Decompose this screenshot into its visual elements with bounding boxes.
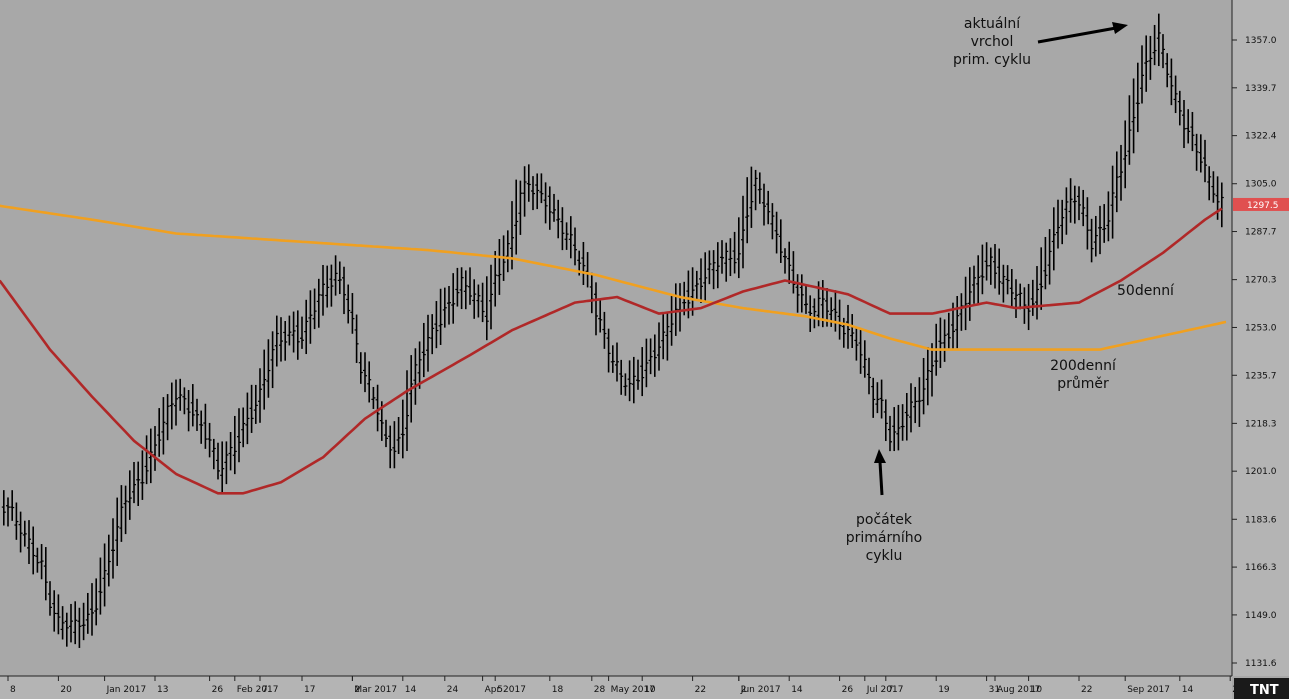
cycle-start-arrow-head — [874, 449, 886, 463]
y-tick-label: 1166.3 — [1245, 563, 1277, 573]
last-price-tag-background — [1233, 197, 1289, 211]
cycle-start-arrow — [878, 461, 884, 496]
x-tick-label: Jul 2017 — [866, 685, 904, 695]
y-tick-label: 1131.6 — [1245, 659, 1277, 669]
y-tick-label: 1201.0 — [1245, 467, 1277, 477]
logo-background — [1234, 678, 1289, 699]
x-tick-label: 22 — [695, 685, 706, 695]
y-tick-label: 1357.0 — [1245, 36, 1277, 46]
x-tick-label: Feb 2017 — [237, 685, 279, 695]
ma200-label-line-1: 200denní — [1050, 358, 1117, 374]
cycle-start-annotation: počátek primárního cyklu — [846, 449, 922, 564]
x-axis-panel — [0, 675, 1232, 699]
x-tick-label: 31 — [989, 685, 1000, 695]
ma50-line — [0, 207, 1223, 495]
last-price-label: 1297.5 — [1247, 201, 1279, 211]
y-axis-ticks: 1357.0 1339.7 1322.4 1305.0 1287.7 1270.3 1253… — [1232, 36, 1277, 669]
x-axis-background — [0, 676, 1232, 699]
plot-background — [0, 0, 1232, 676]
x-tick-label: 28 — [594, 685, 606, 695]
x-tick-label: 5 — [497, 685, 503, 695]
x-tick-label: 14 — [791, 685, 803, 695]
cycle-start-annotation-line-1: počátek — [856, 512, 913, 528]
cycle-start-annotation-line-3: cyklu — [866, 548, 903, 564]
tnt-logo: TNT — [1234, 678, 1289, 699]
x-tick-label: 7 — [888, 685, 894, 695]
x-tick-label: 18 — [552, 685, 564, 695]
y-tick-label: 1322.4 — [1245, 132, 1277, 142]
x-tick-label: 2 — [354, 685, 360, 695]
x-tick-label: 22 — [1081, 685, 1092, 695]
y-tick-label: 1339.7 — [1245, 84, 1277, 94]
logo-text: TNT — [1250, 683, 1279, 698]
last-price-tag: 1297.5 — [1233, 197, 1289, 211]
y-tick-label: 1305.0 — [1245, 180, 1277, 190]
x-tick-label: Jun 2017 — [740, 685, 781, 695]
ma200-line — [0, 204, 1227, 351]
x-tick-label: 14 — [1182, 685, 1194, 695]
y-axis-background — [1232, 0, 1289, 676]
cycle-start-annotation-line-2: primárního — [846, 530, 922, 546]
x-tick-label: 26 — [842, 685, 854, 695]
y-tick-label: 1149.0 — [1245, 611, 1277, 621]
x-tick-label: Sep 2017 — [1127, 685, 1170, 695]
x-tick-label: Apr 2017 — [485, 685, 526, 695]
x-tick-label: 20 — [60, 685, 72, 695]
peak-annotation-line-3: prim. cyklu — [953, 52, 1031, 68]
x-tick-label: 7 — [262, 685, 268, 695]
x-tick-label: 10 — [644, 685, 656, 695]
price-bars — [1, 13, 1224, 648]
peak-arrow — [1037, 26, 1117, 44]
ma200-label-line-2: průměr — [1057, 376, 1109, 392]
y-tick-label: 1235.7 — [1245, 371, 1277, 381]
x-tick-label: 2 — [741, 685, 747, 695]
x-tick-label: 14 — [405, 685, 417, 695]
y-tick-label: 1183.6 — [1245, 515, 1277, 525]
peak-annotation-line-1: aktuální — [964, 16, 1021, 32]
x-tick-label: 19 — [938, 685, 950, 695]
x-tick-label: 24 — [447, 685, 459, 695]
y-axis-panel — [1231, 0, 1289, 676]
peak-arrow-head — [1112, 22, 1128, 34]
peak-annotation: aktuální vrchol prim. cyklu — [953, 16, 1128, 68]
ma50-label: 50denní — [1117, 283, 1175, 299]
y-tick-label: 1287.7 — [1245, 228, 1277, 238]
x-tick-label: Jan 2017 — [106, 685, 147, 695]
y-tick-label: 1218.3 — [1245, 419, 1277, 429]
series-lines — [0, 204, 1227, 495]
x-tick-label: 8 — [10, 685, 16, 695]
peak-annotation-line-2: vrchol — [971, 34, 1014, 50]
y-tick-label: 1270.3 — [1245, 276, 1277, 286]
x-tick-label: Aug 2017 — [997, 685, 1040, 695]
x-tick-label: May 2017 — [611, 685, 655, 695]
x-tick-label: 10 — [1031, 685, 1043, 695]
x-tick-label: 13 — [157, 685, 168, 695]
x-tick-label: 26 — [212, 685, 224, 695]
y-tick-label: 1253.0 — [1245, 323, 1277, 333]
x-tick-label: Mar 2017 — [354, 685, 397, 695]
x-tick-label: 17 — [304, 685, 315, 695]
